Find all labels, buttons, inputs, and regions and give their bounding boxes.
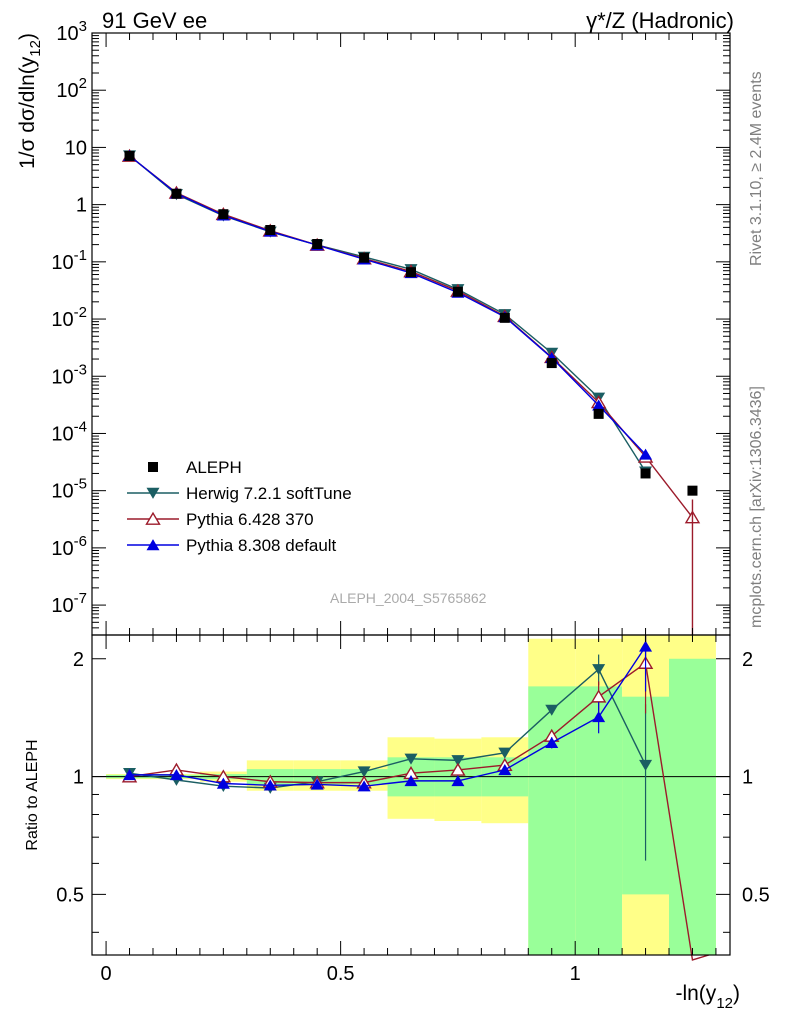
ratio-point-herwig [404, 753, 418, 765]
ratio-y-tick-label-right: 2 [742, 649, 753, 671]
ratio-point-pythia8 [357, 780, 371, 792]
ratio-point-herwig [451, 755, 465, 767]
y-tick-label: 10-1 [51, 247, 87, 274]
point-data [687, 485, 698, 496]
legend: ALEPH Herwig 7.2.1 softTune Pythia 6.428 3… [127, 458, 352, 555]
ratio-line-herwig [129, 668, 647, 789]
ratio-point-pythia8 [451, 775, 465, 787]
y-tick-label: 102 [56, 75, 87, 102]
ratio-y-tick-label-right: 0.5 [742, 884, 770, 906]
legend-marker-pythia8 [146, 539, 160, 551]
legend-marker-herwig [146, 487, 160, 499]
ratio-line-pythia8 [129, 646, 647, 787]
y-tick-label: 10-6 [51, 533, 87, 560]
legend-label-pythia8: Pythia 8.308 default [186, 536, 337, 555]
x-tick-label: 0.5 [327, 963, 355, 985]
x-axis-title: -ln(y12) [675, 982, 740, 1012]
ratio-point-pythia8 [545, 736, 559, 748]
ratio-point-herwig [639, 759, 653, 771]
y-tick-label: 10-2 [51, 304, 87, 331]
point-data [265, 225, 276, 236]
legend-label-pythia6: Pythia 6.428 370 [186, 510, 314, 529]
ratio-point-pythia8 [592, 711, 606, 723]
rivet-label: Rivet 3.1.10, ≥ 2.4M events [748, 71, 765, 266]
ratio-point-pythia8 [404, 775, 418, 787]
ratio-point-pythia8 [169, 769, 183, 781]
point-data [640, 468, 651, 479]
ratio-y-tick-label-right: 1 [742, 767, 753, 789]
band-inner [669, 658, 716, 955]
point-data [406, 267, 416, 278]
point-pythia8 [592, 399, 606, 411]
series-layer [121, 148, 710, 961]
y-tick-label: 10 [65, 137, 87, 159]
y-tick-label: 10-7 [51, 590, 87, 617]
point-data [499, 312, 510, 323]
ratio-point-pythia8 [310, 778, 324, 790]
point-data [593, 408, 604, 419]
point-data [312, 238, 323, 249]
point-data [359, 252, 370, 263]
legend-label-data: ALEPH [186, 458, 242, 477]
ratio-point-pythia8 [123, 769, 137, 781]
x-tick-label: 0 [101, 963, 112, 985]
ratio-uncertainty-bands [106, 635, 716, 955]
watermark: ALEPH_2004_S5765862 [330, 590, 487, 606]
ratio-point-pythia8 [639, 640, 653, 652]
legend-label-herwig: Herwig 7.2.1 softTune [186, 484, 352, 503]
y-tick-label: 10-3 [51, 361, 87, 388]
legend-marker-pythia6 [145, 511, 161, 525]
ratio-line-pythia6 [129, 661, 710, 961]
y-tick-label: 103 [56, 18, 87, 45]
y-axis-title: 1/σ dσ/dln(y12) [16, 33, 44, 169]
ratio-point-pythia8 [498, 764, 512, 776]
ratio-point-pythia6 [590, 689, 607, 703]
ratio-point-herwig [592, 664, 606, 676]
ratio-y-tick-label: 0.5 [56, 884, 84, 906]
band-inner [528, 686, 576, 955]
ratio-point-herwig [545, 704, 559, 716]
header-left: 91 GeV ee [102, 8, 208, 33]
y-tick-label: 10-4 [51, 418, 87, 445]
series-line-herwig [129, 155, 647, 473]
point-data [546, 358, 557, 369]
x-tick-label: 1 [570, 963, 581, 985]
ratio-y-tick-label: 2 [73, 649, 84, 671]
point-data [452, 286, 463, 297]
y-tick-label: 1 [76, 195, 87, 217]
point-data [124, 150, 135, 161]
point-data [171, 188, 182, 199]
header-right: γ*/Z (Hadronic) [586, 8, 734, 33]
series-line-pythia8 [129, 155, 647, 455]
legend-marker-data [148, 462, 158, 472]
ratio-axis-title: Ratio to ALEPH [24, 739, 41, 850]
y-tick-label: 10-5 [51, 476, 87, 503]
ratio-point-herwig [498, 747, 512, 759]
mcplots-label: mcplots.cern.ch [arXiv:1306.3436] [748, 386, 765, 628]
point-data [218, 209, 229, 220]
ratio-point-pythia8 [216, 777, 230, 789]
point-pythia8 [639, 448, 653, 460]
ratio-y-tick-label: 1 [73, 767, 84, 789]
ratio-point-pythia8 [263, 779, 277, 791]
ratio-point-herwig [357, 766, 371, 778]
